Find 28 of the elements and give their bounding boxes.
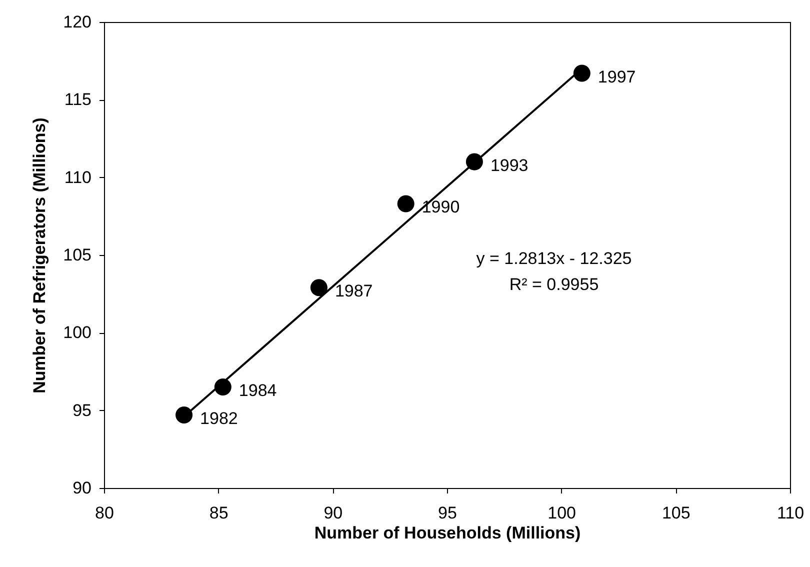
y-tick-label: 110 xyxy=(64,168,92,187)
x-tick-label: 100 xyxy=(548,504,576,522)
y-tick-label: 115 xyxy=(64,90,92,110)
y-tick-label: 90 xyxy=(72,478,92,498)
x-tick-label: 110 xyxy=(776,504,804,522)
y-tick-label: 120 xyxy=(63,12,92,32)
x-tick-label: 90 xyxy=(324,504,343,522)
x-tick-label: 105 xyxy=(662,504,690,522)
point xyxy=(397,195,414,212)
annotation: 1984 xyxy=(238,381,277,400)
x-axis-title: Number of Households (Millions) xyxy=(314,524,581,542)
point xyxy=(176,406,193,424)
y-axis-title: Number of Refrigerators (Millions) xyxy=(30,118,50,394)
annotation: 1997 xyxy=(598,67,636,86)
annotation: R² = 0.9955 xyxy=(509,275,599,294)
annotation: 1987 xyxy=(334,282,373,301)
annotation: 1990 xyxy=(422,198,460,217)
annotation: 1982 xyxy=(200,408,238,428)
y-tick-label: 95 xyxy=(72,400,92,420)
x-tick-label: 80 xyxy=(95,504,114,522)
point xyxy=(573,64,590,82)
y-tick-label: 105 xyxy=(63,246,92,264)
x-tick-label: 95 xyxy=(438,504,457,522)
point xyxy=(310,279,328,296)
y-tick-label: 100 xyxy=(63,323,92,342)
annotation: 1993 xyxy=(490,156,528,175)
x-tick-label: 85 xyxy=(209,504,228,522)
annotation: y = 1.2813x - 12.325 xyxy=(476,249,632,268)
